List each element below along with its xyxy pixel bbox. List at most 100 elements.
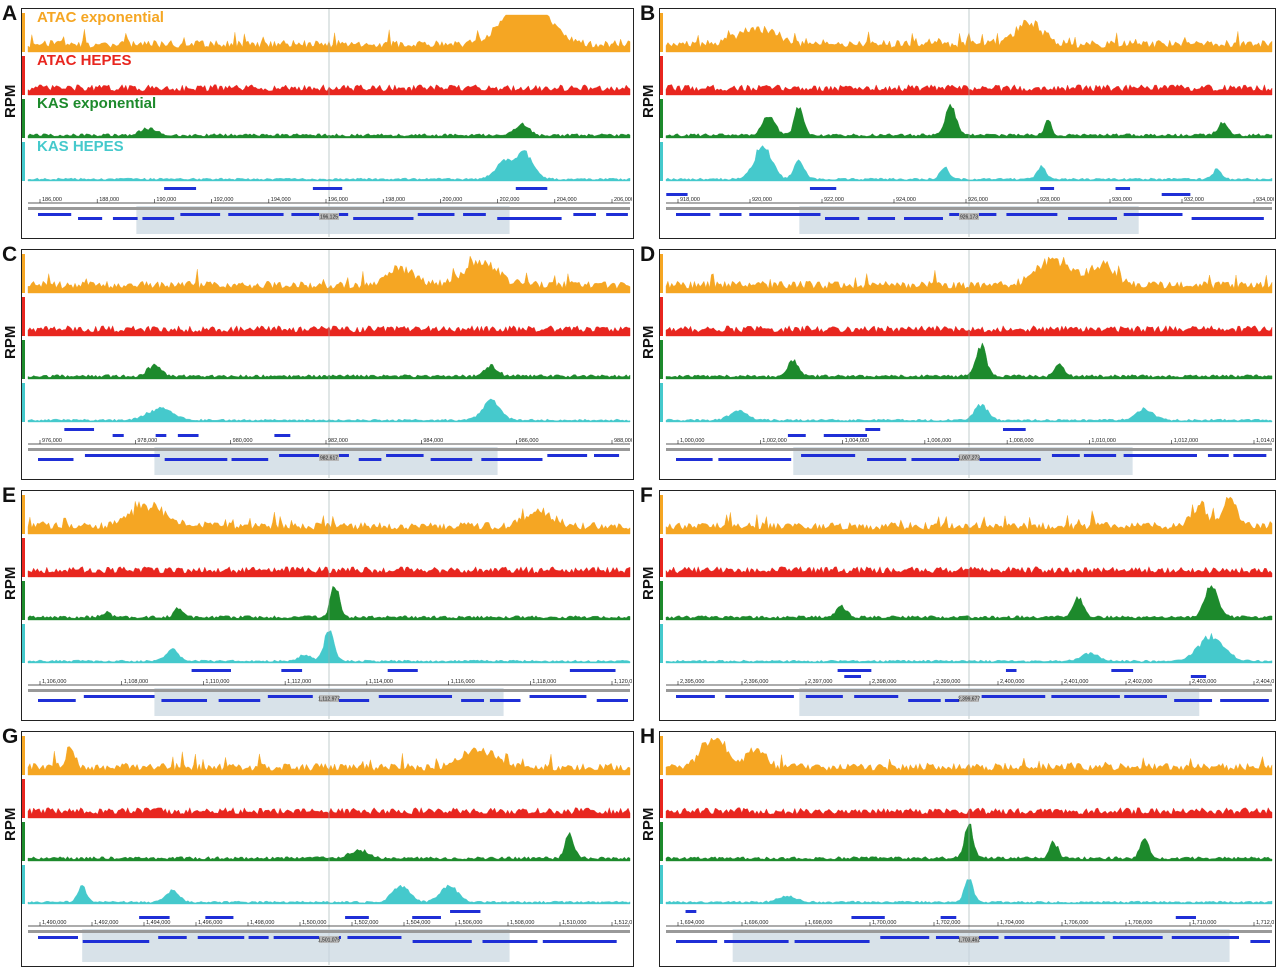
gene-feature [801,454,856,457]
gene-feature [1174,699,1213,702]
center-coordinate-box [959,695,979,702]
genome-tick-label: 1,696,000 [744,920,768,926]
genome-tick-label: 204,000 [557,197,577,203]
center-coordinate-box [319,936,339,943]
gene-feature [274,434,291,437]
gene-feature [676,458,713,461]
gene-feature [823,434,839,437]
track-color-bar [660,13,663,52]
gene-feature [854,695,899,698]
gene-feature [593,454,620,457]
gene-feature [1123,213,1183,216]
coverage-track-kas-exp [27,831,631,862]
gene-feature [177,434,199,437]
gene-feature [248,936,269,939]
center-coordinate-label: 1,703,462 [958,938,980,944]
genome-tick-label: 1,120,000 [614,679,632,685]
gene-feature [142,217,175,220]
gene-feature [542,940,617,943]
gene-feature [84,454,160,457]
gene-feature [1004,936,1056,939]
chart-panel-c: 976,000 978,000 980,000 982,000 984,000 986,0… [21,249,634,480]
gene-feature [112,217,138,220]
gene-feature [489,699,521,702]
legend-atac-exponential: ATAC exponential [37,9,164,26]
genome-tick-label: 1,708,000 [1128,920,1152,926]
genome-tick-label: 2,401,000 [1064,679,1088,685]
gene-feature [1083,454,1117,457]
coverage-track-kas-hepes [27,398,631,423]
gene-feature [218,699,261,702]
center-coordinate-box [959,936,979,943]
genome-tick-label: 192,000 [214,197,234,203]
track-color-bar [660,581,663,620]
rpm-axis-label: RPM [640,325,657,359]
chart-panel-h: 1,694,000 1,696,000 1,698,000 1,700,000 1,70… [659,731,1276,967]
scale-bar [666,448,1272,451]
genome-browser-svg: 1,000,000 1,002,000 1,004,000 1,006,000 1,00… [660,250,1275,478]
coverage-track-atac-exp [27,14,631,53]
coverage-track-kas-exp [27,122,631,139]
track-color-bar [22,538,25,577]
genome-tick-label: 1,498,000 [250,920,274,926]
genome-tick-label: 1,114,000 [369,679,393,685]
track-color-bar [22,581,25,620]
genome-tick-label: 2,395,000 [680,679,704,685]
scale-bar [666,689,1272,692]
rpm-axis-label: RPM [640,566,657,600]
gene-feature [1124,695,1167,698]
highlight-region [82,929,510,962]
chart-panel-f: 2,395,000 2,396,000 2,397,000 2,398,000 2,39… [659,490,1276,721]
gene-feature [867,217,896,220]
genome-tick-label: 932,000 [1184,197,1204,203]
highlight-region [732,929,1230,962]
gene-feature [805,695,843,698]
scale-bar [28,930,630,933]
gene-feature [1112,936,1163,939]
gene-feature [867,458,907,461]
gene-feature [164,458,228,461]
gene-feature [139,916,170,919]
gene-feature [164,187,197,190]
gene-feature [676,940,718,943]
genome-browser-svg: 1,490,000 1,492,000 1,494,000 1,496,000 1,49… [22,732,633,965]
gene-feature [78,217,103,220]
genome-tick-label: 1,490,000 [42,920,66,926]
track-color-bar [22,624,25,663]
gene-feature [981,695,1046,698]
genome-tick-label: 200,000 [442,197,462,203]
gene-feature [417,213,455,216]
genome-tick-label: 926,000 [968,197,988,203]
gene-feature [461,699,485,702]
genome-browser-svg: 918,000 920,000 922,000 924,000 926,000 928,0… [660,9,1275,237]
track-color-bar [22,779,25,818]
gene-feature [865,428,881,431]
genome-tick-label: 1,502,000 [354,920,378,926]
gene-feature [412,916,441,919]
track-color-bar [22,13,25,52]
genome-tick-label: 2,400,000 [1000,679,1024,685]
track-color-bar [22,340,25,379]
gene-feature [911,458,969,461]
scale-bar [666,930,1272,933]
genome-tick-label: 2,397,000 [808,679,832,685]
genome-tick-label: 1,116,000 [451,679,475,685]
center-coordinate-box [319,454,339,461]
genome-tick-label: 1,006,000 [927,438,951,444]
genome-tick-label: 1,710,000 [1192,920,1216,926]
genome-tick-label: 1,508,000 [510,920,534,926]
genome-tick-label: 976,000 [42,438,62,444]
genome-browser-svg: 186,000 188,000 190,000 192,000 194,000 196,0… [22,9,633,237]
gene-feature [1233,454,1267,457]
track-color-bar [22,254,25,293]
genome-tick-label: 1,492,000 [94,920,118,926]
panel-letter-h: H [640,725,656,748]
genome-tick-label: 1,700,000 [872,920,896,926]
genome-tick-label: 920,000 [752,197,772,203]
genome-tick-label: 1,014,000 [1256,438,1274,444]
coverage-track-kas-hepes [27,150,631,182]
track-color-bar [22,142,25,181]
genome-tick-label: 1,496,000 [198,920,222,926]
center-coordinate-label: 1,007,273 [958,456,980,462]
scale-bar [28,689,630,692]
